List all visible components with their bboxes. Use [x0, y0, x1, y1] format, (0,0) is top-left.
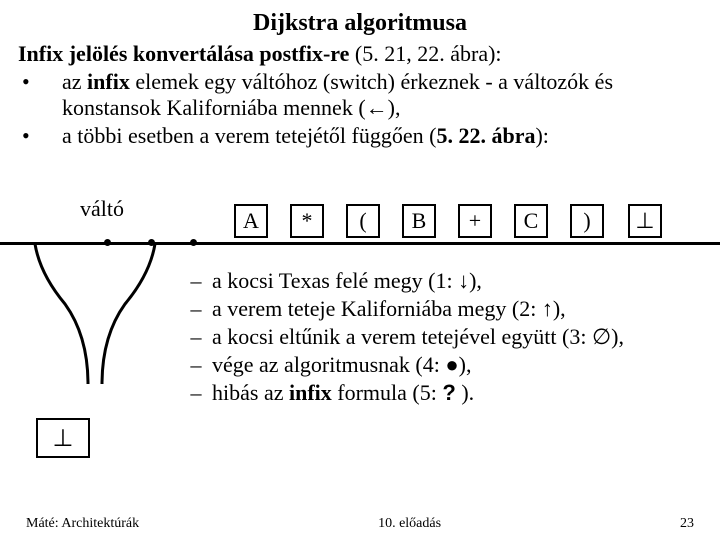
empty-set-icon: ∅: [592, 324, 611, 349]
question-icon: ?: [442, 380, 455, 405]
sub-4: vége az algoritmusnak (4: ●),: [212, 352, 700, 378]
footer-mid: 10. előadás: [378, 516, 441, 532]
track-dot: [190, 239, 197, 246]
sub-bullets: –a kocsi Texas felé megy (1: ↓), –a vere…: [180, 268, 700, 408]
main-bullets: • az infix elemek egy váltóhoz (switch) …: [18, 69, 702, 149]
subtitle-bold: Infix jelölés konvertálása postfix-re: [18, 41, 349, 66]
token-rparen: ): [570, 204, 604, 238]
token-lparen: (: [346, 204, 380, 238]
sub-5: hibás az infix formula (5: ? ).: [212, 380, 700, 406]
sub-3: a kocsi eltűnik a verem tetejével együtt…: [212, 324, 700, 350]
switch-curve-icon: [30, 244, 160, 384]
subtitle: Infix jelölés konvertálása postfix-re (5…: [18, 41, 702, 67]
valto-label: váltó: [80, 196, 124, 222]
bullet-dot-icon: ●: [445, 352, 458, 377]
bullet-mark: •: [18, 69, 62, 95]
page-title: Dijkstra algoritmusa: [18, 10, 702, 37]
sub-2: a verem teteje Kaliforniába megy (2: ↑),: [212, 296, 700, 322]
bullet-2: a többi esetben a verem tetejétől függőe…: [62, 123, 702, 149]
left-arrow-icon: ←: [366, 95, 388, 120]
stack-bottom-box: ⊥: [36, 418, 90, 458]
up-arrow-icon: ↑: [542, 296, 553, 321]
token-star: *: [290, 204, 324, 238]
footer: Máté: Architektúrák 10. előadás 23: [0, 516, 720, 532]
footer-left: Máté: Architektúrák: [26, 516, 139, 532]
bullet-mark: •: [18, 123, 62, 149]
token-bottom: ⊥: [628, 204, 662, 238]
down-arrow-icon: ↓: [458, 268, 469, 293]
bullet-1: az infix elemek egy váltóhoz (switch) ér…: [62, 69, 702, 121]
token-B: B: [402, 204, 436, 238]
token-A: A: [234, 204, 268, 238]
token-C: C: [514, 204, 548, 238]
token-plus: +: [458, 204, 492, 238]
subtitle-rest: (5. 21, 22. ábra):: [349, 41, 501, 66]
sub-1: a kocsi Texas felé megy (1: ↓),: [212, 268, 700, 294]
footer-right: 23: [680, 516, 694, 532]
